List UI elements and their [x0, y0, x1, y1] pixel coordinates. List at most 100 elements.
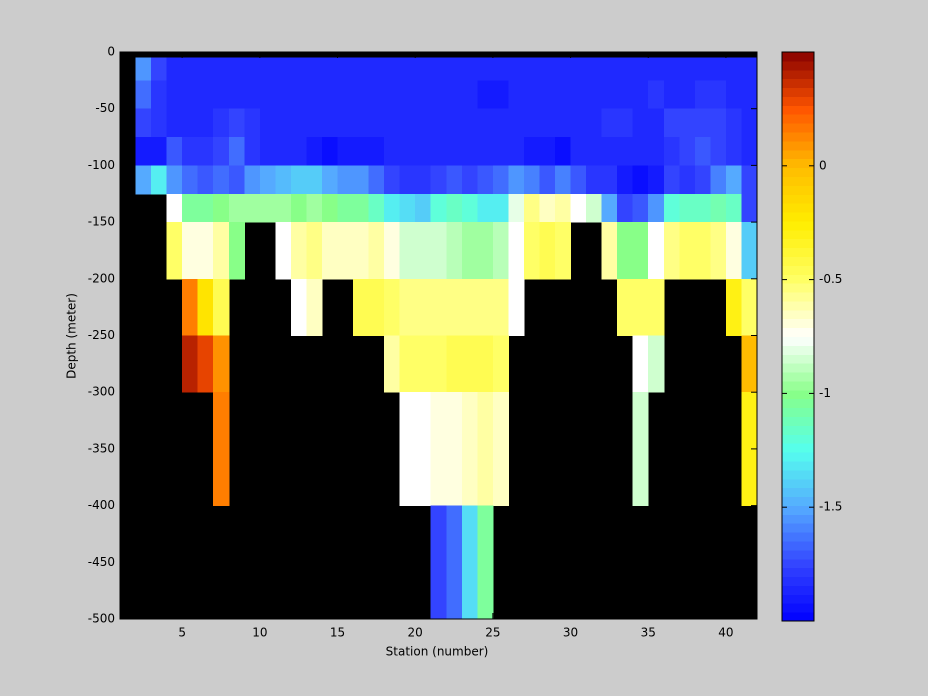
colorbar-band [782, 380, 814, 391]
cell [539, 137, 556, 166]
cell [477, 137, 494, 166]
cell [415, 80, 432, 110]
colorbar-band [782, 158, 814, 169]
colorbar-band [782, 398, 814, 409]
cell [632, 108, 649, 138]
cell [679, 193, 696, 223]
cell [523, 80, 540, 110]
colorbar-band [782, 274, 814, 284]
cell [539, 57, 556, 81]
y-tick-label: -400 [88, 498, 115, 512]
cell [523, 193, 540, 223]
cell [430, 505, 447, 620]
cell [570, 193, 587, 223]
cell [197, 57, 214, 81]
cell [213, 108, 230, 138]
cell [197, 80, 214, 110]
cell [337, 57, 354, 81]
colorbar-band [782, 318, 814, 329]
cell [290, 278, 307, 336]
cell [430, 222, 447, 280]
colorbar-band [782, 336, 814, 346]
cell [508, 278, 525, 336]
cell [570, 165, 587, 195]
cell [461, 137, 478, 166]
cell [353, 137, 370, 166]
cell [725, 222, 742, 280]
cell [384, 137, 401, 166]
cell [710, 193, 727, 223]
cell [182, 222, 199, 280]
cell [632, 193, 649, 223]
cell [663, 193, 680, 223]
cell [648, 80, 665, 110]
cell [570, 57, 587, 81]
y-tick-label: -150 [88, 215, 115, 229]
cell [399, 193, 416, 223]
cell [741, 57, 758, 81]
cell [182, 193, 199, 223]
colorbar-band [782, 354, 814, 364]
cell [632, 165, 649, 195]
cell [321, 57, 339, 81]
cell [306, 278, 323, 336]
cell [477, 505, 494, 620]
cell [182, 108, 199, 138]
cell [601, 80, 618, 110]
cell [275, 222, 292, 280]
cell [617, 193, 634, 223]
cell [430, 193, 447, 223]
cell [213, 335, 230, 393]
cell [384, 335, 401, 393]
cell [213, 57, 230, 81]
cell [166, 108, 183, 138]
cell [197, 137, 214, 166]
cell [508, 165, 525, 195]
cell [648, 137, 665, 166]
cell [741, 137, 758, 166]
cell [399, 80, 416, 110]
cell [586, 165, 603, 195]
x-tick-label: 10 [252, 626, 267, 640]
y-axis-label: Depth (meter) [65, 293, 79, 379]
cell [492, 137, 509, 166]
cell [492, 165, 509, 195]
cell [430, 108, 447, 138]
cell [135, 137, 152, 166]
cell [741, 392, 758, 507]
cell [648, 165, 665, 195]
x-tick-label: 20 [408, 626, 423, 640]
cell [430, 80, 447, 110]
cell [648, 108, 665, 138]
cell [290, 222, 307, 280]
cell [741, 278, 758, 336]
cell [694, 57, 711, 81]
colorbar-band [782, 532, 814, 542]
colorbar-band [782, 469, 814, 480]
colorbar-band [782, 576, 814, 586]
cell [228, 57, 245, 81]
cell [290, 137, 307, 166]
cell [461, 278, 478, 336]
cell [384, 165, 401, 195]
cell [244, 137, 261, 166]
cell [306, 80, 323, 110]
colorbar-band [782, 434, 814, 444]
cell [213, 392, 230, 507]
colorbar-band [782, 300, 814, 311]
cell [368, 278, 385, 336]
cell [399, 392, 416, 507]
cell [555, 165, 572, 195]
colorbar-band [782, 123, 814, 133]
cell [399, 335, 416, 393]
cell [197, 335, 214, 393]
colorbar-band [782, 203, 814, 213]
cell [368, 137, 385, 166]
cell [725, 57, 742, 81]
cell [368, 108, 385, 138]
cell [182, 278, 199, 336]
cell [570, 108, 587, 138]
cell [570, 137, 587, 166]
colorbar-band [782, 425, 814, 435]
